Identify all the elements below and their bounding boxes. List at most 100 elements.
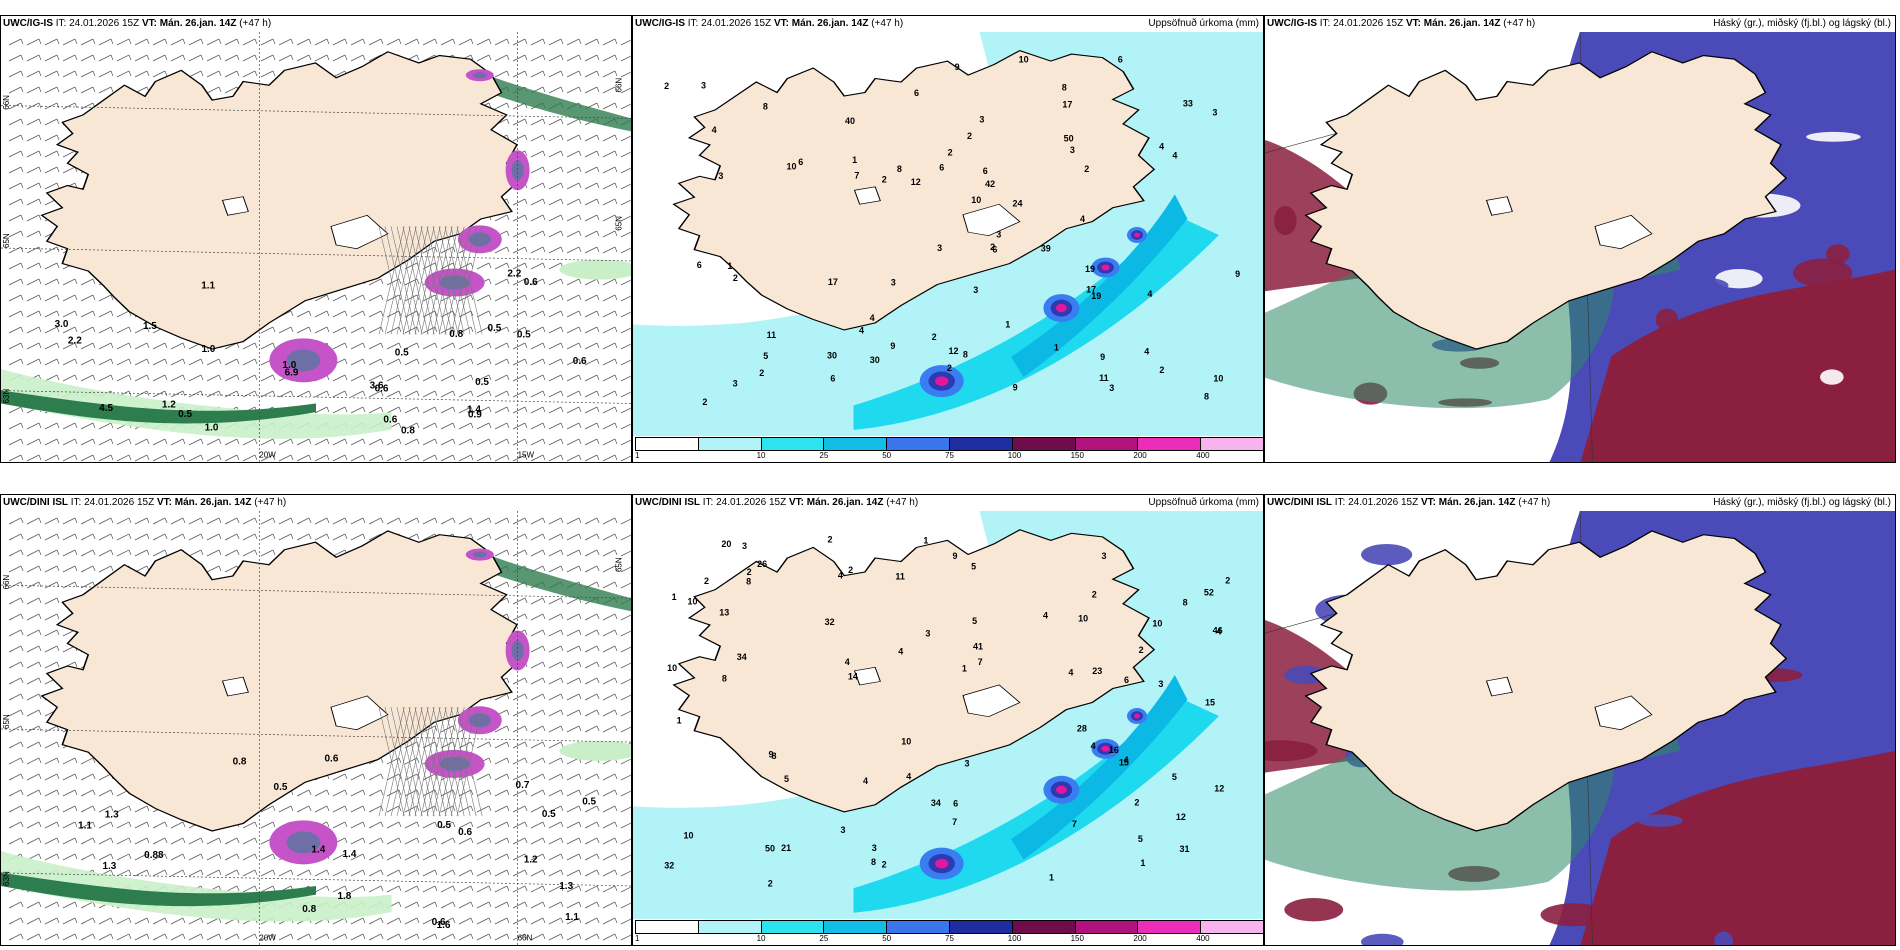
hatched-area: [378, 226, 483, 335]
gust-value: 0.88: [144, 850, 164, 861]
precip-value: 13: [719, 607, 729, 617]
legend-label: 100: [1007, 451, 1022, 460]
gust-value: 3.0: [55, 319, 69, 330]
grid-label: 65N: [2, 233, 11, 248]
gust-value: 4.5: [99, 403, 113, 414]
precip-value: 2: [990, 242, 995, 252]
panel-header: UWC/DINI ISL IT: 24.01.2026 15Z VT: Mán.…: [633, 495, 1263, 511]
gust-value: 0.5: [395, 348, 409, 359]
map-svg: [1265, 505, 1895, 945]
precip-value: 42: [985, 179, 995, 189]
precip-cores: [919, 708, 1147, 880]
precip-value: 3: [996, 230, 1001, 240]
precip-value: 8: [963, 350, 968, 360]
glacier-vatnajokull: [1594, 214, 1653, 250]
precip-value: 9: [1013, 383, 1018, 393]
precip-value: 30: [827, 350, 837, 360]
precip-value: 46: [1213, 626, 1223, 636]
precip-value: 2: [768, 878, 773, 888]
precip-value: 2: [1225, 576, 1230, 586]
precip-value: 10: [786, 162, 796, 172]
precip-value: 6: [1118, 55, 1123, 65]
precip-value: 8: [722, 673, 727, 683]
precip-value: 1: [1054, 342, 1059, 352]
gust-value: 1.8: [337, 891, 351, 902]
gust-value: 1.2: [162, 399, 176, 410]
gust-value: 0.5: [475, 377, 489, 388]
precip-value: 6: [697, 260, 702, 270]
it-value: 24.01.2026 15Z: [716, 497, 787, 508]
precip-value: 23: [1092, 666, 1102, 676]
legend-label: 1: [635, 934, 640, 943]
gust-value: 0.8: [302, 904, 316, 915]
grid-label: 65N: [615, 216, 624, 231]
gust-value: 1.6: [437, 920, 451, 931]
vt-value: Mán. 26.jan. 14Z: [1423, 18, 1501, 29]
glacier-langjokull: [221, 196, 249, 216]
precip-panel-row2: UWC/DINI ISL IT: 24.01.2026 15Z VT: Mán.…: [632, 494, 1264, 946]
grid-label: 66N: [2, 95, 11, 110]
legend-label: 10: [756, 934, 766, 943]
model-name: UWC/IG-IS: [3, 18, 53, 29]
precip-value: 10: [1078, 614, 1088, 624]
graticule: [1, 32, 631, 462]
legend-label: 400: [1196, 934, 1210, 943]
precip-value: 7: [952, 817, 957, 827]
precip-value: 3: [965, 758, 970, 768]
grid-label: 65N: [2, 714, 11, 729]
gust-value: 0.9: [468, 410, 482, 421]
precip-value: 2: [828, 534, 833, 544]
panel-title: Uppsöfnuð úrkoma (mm): [1148, 18, 1259, 29]
lead-time: (+47 h): [1500, 18, 1536, 29]
grid-label: 66N: [518, 933, 533, 942]
gust-value: 0.6: [573, 356, 587, 367]
precip-value: 6: [830, 373, 835, 383]
legend-swatch: [635, 437, 699, 451]
legend-swatch: [1137, 920, 1202, 934]
precip-value: 11: [895, 572, 905, 582]
gust-value: 0.6: [375, 383, 389, 394]
legend-label: 200: [1133, 934, 1147, 943]
legend-swatch: [1200, 437, 1263, 451]
precip-value: 2: [664, 81, 669, 91]
vt-value: Mán. 26.jan. 14Z: [791, 18, 869, 29]
precip-value: 3: [742, 541, 747, 551]
precip-value: 10: [688, 596, 698, 606]
vt-label: VT:: [1403, 18, 1424, 29]
precip-value: 2: [848, 565, 853, 575]
precip-value: 32: [825, 617, 835, 627]
legend-swatch: [886, 920, 950, 934]
model-name: UWC/DINI ISL: [1267, 497, 1332, 508]
iceland-landmass: [40, 530, 524, 832]
precip-value: 2: [932, 332, 937, 342]
grid-label: 66N: [615, 78, 624, 93]
precip-value: 6: [992, 244, 997, 254]
precip-value: 4: [1080, 214, 1085, 224]
legend-swatch: [886, 437, 950, 451]
precip-value: 24: [1012, 199, 1022, 209]
panel-header: UWC/DINI ISL IT: 24.01.2026 15Z VT: Mán.…: [1, 495, 631, 511]
lead-time: (+47 h): [1515, 497, 1551, 508]
precip-value: 19: [1091, 291, 1101, 301]
precip-value: 50: [765, 844, 775, 854]
gust-value: 6.9: [285, 368, 299, 379]
model-name: UWC/DINI ISL: [635, 497, 700, 508]
precip-value: 21: [781, 843, 791, 853]
precip-value: 10: [971, 195, 981, 205]
it-value: 24.01.2026 15Z: [701, 18, 772, 29]
precip-value: 9: [955, 62, 960, 72]
precip-value: 1: [672, 592, 677, 602]
precip-value: 11: [1099, 373, 1109, 383]
grid-label: 63N: [2, 871, 11, 886]
it-label: IT:: [1332, 497, 1349, 508]
it-label: IT:: [68, 497, 85, 508]
grid-label: 15W: [518, 451, 535, 460]
precip-value: 10: [667, 663, 677, 673]
gust-value: 0.5: [178, 409, 192, 420]
precip-value: 2: [1092, 589, 1097, 599]
gust-value: 1.4: [311, 844, 325, 855]
map-area: [1265, 505, 1895, 945]
precip-value: 40: [845, 116, 855, 126]
gust-value: 1.4: [467, 405, 481, 416]
precip-value: 4: [845, 657, 850, 667]
